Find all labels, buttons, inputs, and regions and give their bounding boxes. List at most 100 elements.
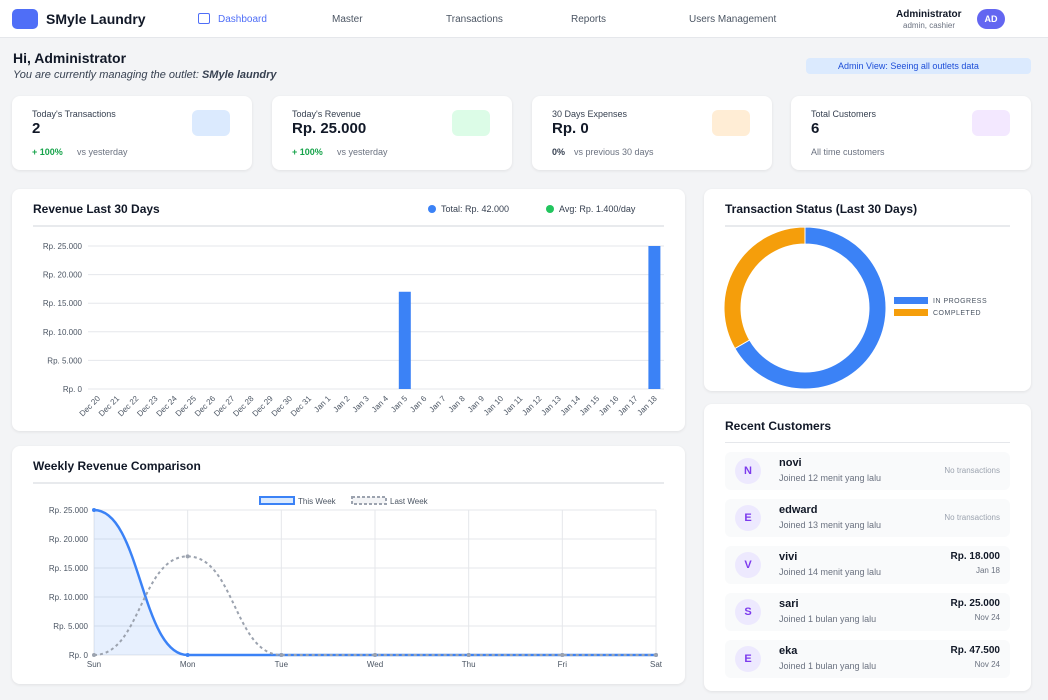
stat-change: + 100% <box>292 147 323 157</box>
customer-joined: Joined 12 menit yang lalu <box>779 473 882 483</box>
legend-label: IN PROGRESS <box>933 298 987 305</box>
weekly-chart: Weekly Revenue Comparison Rp. 0 Rp. 5.000 R… <box>33 459 664 669</box>
admin-badge: Admin View: Seeing all outlets data <box>806 58 1031 74</box>
customer-amount: No transactions <box>944 466 1000 475</box>
greeting: Hi, Administrator <box>13 50 127 66</box>
nav-item[interactable]: Dashboard <box>218 14 267 25</box>
stat-change: + 100% <box>32 147 63 157</box>
customer-joined: Joined 13 menit yang lalu <box>779 520 882 530</box>
x-tick-label: Jan 7 <box>427 394 448 415</box>
legend-swatch <box>351 496 387 505</box>
x-tick-label: Tue <box>275 660 289 669</box>
nav-item[interactable]: Transactions <box>446 14 503 25</box>
user-role: admin, cashier <box>903 21 956 30</box>
nav-item[interactable]: Reports <box>571 14 607 25</box>
customer-joined: Joined 1 bulan yang lalu <box>779 661 877 671</box>
point <box>279 653 284 657</box>
stat-note: vs yesterday <box>337 147 388 157</box>
bar <box>648 246 661 389</box>
chart-title: Transaction Status (Last 30 Days) <box>725 202 917 216</box>
x-tick-label: Jan 16 <box>597 394 621 418</box>
y-tick-label: Rp. 15.000 <box>49 564 89 573</box>
point <box>466 653 471 657</box>
stat-label: 30 Days Expenses <box>552 109 628 119</box>
outlet-line: You are currently managing the outlet: S… <box>13 69 277 81</box>
nav-item[interactable]: Users Management <box>689 14 777 25</box>
stat-change: 0% <box>552 147 566 157</box>
stat-value: Rp. 25.000 <box>292 120 367 137</box>
customer-date: Jan 18 <box>975 566 1000 575</box>
x-tick-label: Jan 12 <box>520 394 544 418</box>
x-tick-label: Jan 10 <box>482 394 506 418</box>
point <box>92 508 96 512</box>
section-title: Recent Customers <box>725 419 832 433</box>
customer-amount: Rp. 25.000 <box>950 598 1000 609</box>
customer-amount: Rp. 47.500 <box>950 645 1000 656</box>
customer-amount: No transactions <box>944 513 1000 522</box>
legend-label: Last Week <box>390 497 429 506</box>
legend-swatch <box>259 496 295 505</box>
customer-name: novi <box>779 457 802 469</box>
point <box>373 653 377 657</box>
customer-name: eka <box>779 645 798 657</box>
weekly-card <box>12 446 685 684</box>
x-tick-label: Jan 14 <box>559 394 583 418</box>
point <box>185 653 190 657</box>
legend-label: COMPLETED <box>933 310 981 317</box>
legend-label: This Week <box>298 497 337 506</box>
y-tick-label: Rp. 25.000 <box>49 506 89 515</box>
x-tick-label: Jan 1 <box>312 394 333 415</box>
x-tick-label: Thu <box>462 660 476 669</box>
stat-label: Today's Transactions <box>32 109 116 119</box>
y-tick-label: Rp. 10.000 <box>49 593 89 602</box>
customer-amount: Rp. 18.000 <box>950 551 1000 562</box>
stat-note: All time customers <box>811 147 885 157</box>
x-tick-label: Jan 18 <box>635 394 659 418</box>
stat-label: Today's Revenue <box>292 109 361 119</box>
stat-icon <box>972 110 1010 136</box>
y-tick-label: Rp. 0 <box>63 385 83 394</box>
y-tick-label: Rp. 15.000 <box>43 299 83 308</box>
stat-icon <box>712 110 750 136</box>
x-tick-label: Fri <box>558 660 568 669</box>
doughnut-slice <box>723 226 806 350</box>
customer-avatar: E <box>735 646 761 672</box>
customer-name: vivi <box>779 551 798 563</box>
line-area <box>94 510 656 655</box>
outlet: SMyle laundry <box>201 69 277 81</box>
nav-item[interactable]: Master <box>332 14 363 25</box>
x-tick-label: Jan 8 <box>447 394 468 415</box>
x-tick-label: Jan 5 <box>389 394 410 415</box>
y-tick-label: Rp. 10.000 <box>43 328 83 337</box>
stat-icon <box>192 110 230 136</box>
customer-name: edward <box>779 504 818 516</box>
x-tick-label: Jan 15 <box>578 394 602 418</box>
legend-swatch <box>894 297 928 304</box>
navbar <box>0 0 1048 38</box>
legend-label: Total: Rp. 42.000 <box>441 204 509 214</box>
legend-label: Avg: Rp. 1.400/day <box>559 204 636 214</box>
doughnut-slice <box>734 226 887 390</box>
x-tick-label: Jan 6 <box>408 394 429 415</box>
avatar[interactable]: AD <box>977 9 1005 29</box>
revenue-chart: Revenue Last 30 Days Total: Rp. 42.000 Avg… <box>33 202 664 419</box>
bar <box>398 291 411 389</box>
brand[interactable]: SMyle Laundry <box>46 11 146 27</box>
customer-date: Nov 24 <box>974 613 1000 622</box>
user-name: Administrator <box>896 9 962 20</box>
point <box>185 554 190 559</box>
revenue-card <box>12 189 685 431</box>
y-tick-label: Rp. 5.000 <box>53 622 88 631</box>
x-tick-label: Jan 2 <box>331 394 352 415</box>
x-tick-label: Jan 13 <box>539 394 563 418</box>
point <box>560 653 565 657</box>
x-tick-label: Jan 3 <box>351 394 372 415</box>
x-tick-label: Dec 31 <box>289 394 314 419</box>
chart-title: Weekly Revenue Comparison <box>33 459 201 473</box>
customer-avatar: N <box>735 458 761 484</box>
stat-value: 2 <box>32 120 41 137</box>
